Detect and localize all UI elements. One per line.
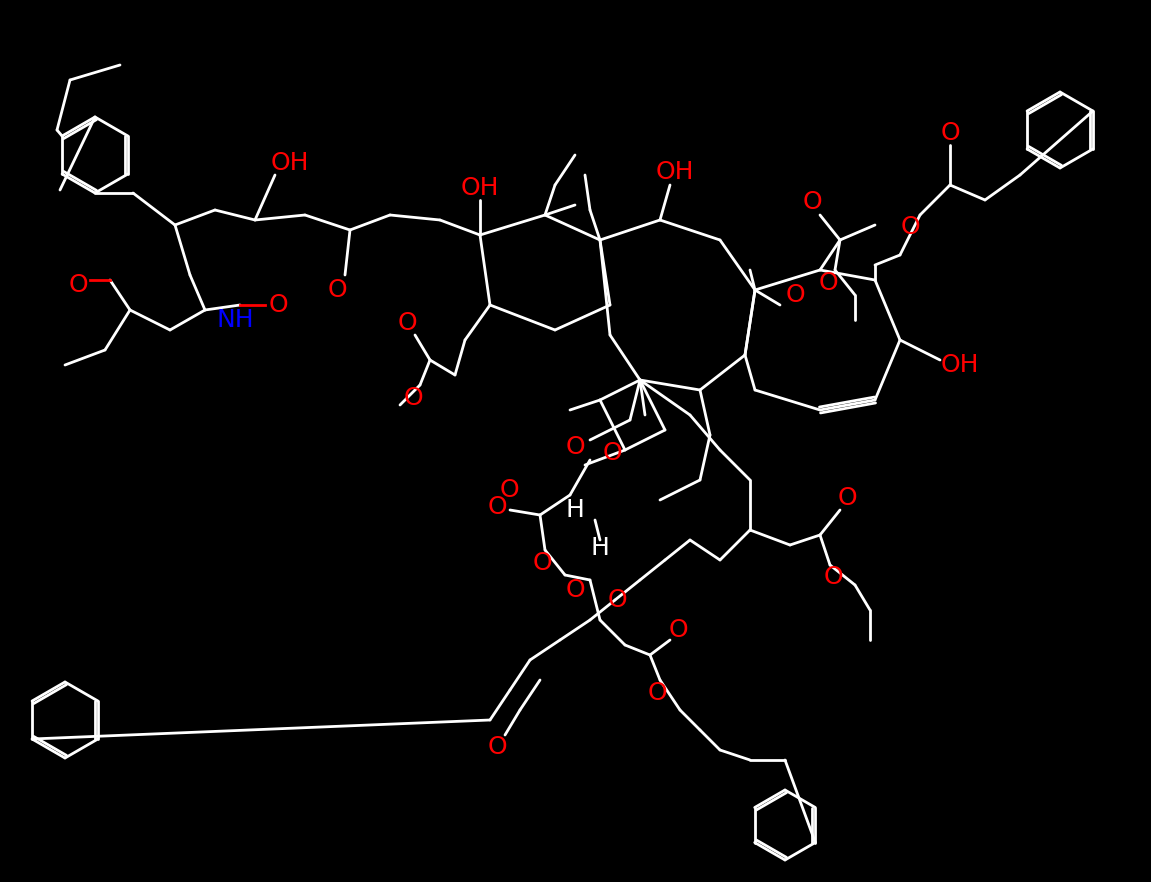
Text: O: O [823, 565, 843, 589]
Text: O: O [500, 478, 519, 502]
Text: O: O [327, 278, 346, 302]
Text: NH: NH [216, 308, 254, 332]
Text: OH: OH [656, 160, 694, 184]
Text: O: O [608, 588, 627, 612]
Text: O: O [818, 271, 838, 295]
Text: O: O [487, 495, 506, 519]
Text: O: O [68, 273, 87, 297]
Text: O: O [487, 735, 506, 759]
Text: O: O [397, 311, 417, 335]
Text: O: O [403, 386, 422, 410]
Text: O: O [602, 441, 622, 465]
Text: OH: OH [940, 353, 980, 377]
Text: O: O [669, 618, 688, 642]
Text: O: O [900, 215, 920, 239]
Text: O: O [837, 486, 856, 510]
Text: OH: OH [270, 151, 310, 175]
Text: O: O [532, 551, 551, 575]
Text: O: O [565, 435, 585, 459]
Text: H: H [590, 536, 609, 560]
Text: O: O [940, 121, 960, 145]
Text: O: O [785, 283, 805, 307]
Text: O: O [647, 681, 666, 705]
Text: H: H [565, 498, 585, 522]
Text: O: O [565, 578, 585, 602]
Text: O: O [802, 190, 822, 214]
Text: OH: OH [460, 176, 500, 200]
Text: O: O [268, 293, 288, 317]
